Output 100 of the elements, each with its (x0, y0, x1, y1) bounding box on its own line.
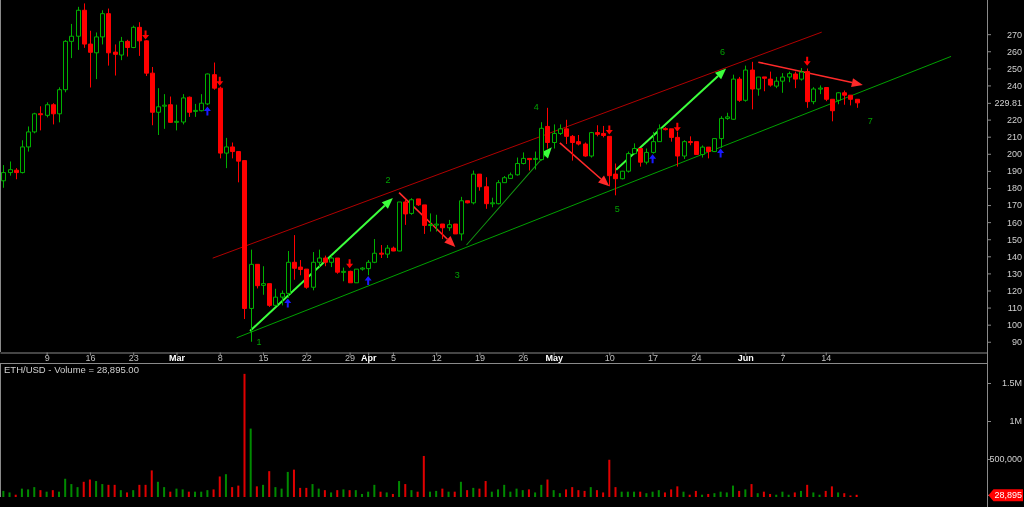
x-tick-label: 19 (474, 352, 485, 363)
bar (453, 491, 456, 497)
bar (725, 492, 728, 497)
annotation: 7 (867, 116, 873, 127)
bar (33, 487, 36, 497)
bar (422, 455, 425, 497)
bar (218, 476, 221, 497)
bar (262, 484, 265, 497)
bar (843, 493, 846, 497)
y-tick-label: 210 (1006, 132, 1022, 143)
bar (299, 487, 302, 497)
bar (484, 481, 487, 497)
x-tick-label: 14 (821, 352, 832, 363)
bar (824, 490, 827, 497)
bar (132, 490, 135, 497)
x-tick-label: 5 (390, 352, 396, 363)
bar (360, 493, 363, 497)
bar (645, 493, 648, 497)
candlestick (391, 246, 396, 252)
x-tick-label: 23 (128, 352, 139, 363)
bar (398, 481, 401, 497)
bar (534, 492, 537, 497)
bar (64, 478, 67, 497)
x-tick-label: 15 (258, 352, 269, 363)
candlestick (125, 39, 130, 58)
candlestick (45, 101, 50, 118)
bar (626, 491, 629, 497)
candlestick (51, 102, 56, 125)
candlestick (638, 147, 643, 168)
bar (373, 484, 376, 497)
bar (27, 489, 30, 497)
bar (719, 491, 722, 497)
bar (738, 490, 741, 497)
bar (150, 470, 153, 497)
candlestick (471, 170, 476, 205)
bar (602, 492, 605, 497)
bar (577, 490, 580, 497)
bar (8, 492, 11, 497)
y-tick-label: 240 (1006, 80, 1022, 91)
bar (540, 484, 543, 497)
bar (311, 484, 314, 497)
y-tick-label: 180 (1006, 183, 1022, 194)
bar (583, 490, 586, 497)
y-tick-label: 28,895 (994, 490, 1022, 501)
candlestick (477, 173, 482, 192)
bar (459, 481, 462, 497)
bar (231, 487, 234, 497)
candlestick (335, 257, 340, 275)
bar (274, 487, 277, 497)
bar (837, 492, 840, 497)
candlestick (484, 176, 489, 210)
bar (212, 489, 215, 497)
annotation: 6 (719, 46, 725, 57)
annotation: 1 (256, 337, 262, 348)
bar (750, 484, 753, 497)
bar (305, 487, 308, 497)
bar (175, 488, 178, 497)
bar (163, 487, 166, 497)
bar (762, 491, 765, 497)
candlestick (8, 160, 13, 177)
y-tick-label: 260 (1006, 46, 1022, 57)
candlestick (168, 96, 173, 124)
candlestick (756, 76, 761, 97)
candlestick (76, 6, 81, 51)
x-tick-label: Apr (360, 352, 377, 363)
bar (255, 486, 258, 497)
candlestick (341, 267, 346, 282)
bar (466, 490, 469, 497)
bar (367, 491, 370, 497)
point (216, 76, 224, 86)
bar (113, 484, 116, 497)
x-tick-label: 24 (691, 352, 702, 363)
candlestick (38, 105, 43, 131)
bar (379, 491, 382, 497)
y-tick-label: 1.5M (1001, 378, 1022, 389)
point (142, 30, 150, 40)
bar (138, 484, 141, 497)
bar (391, 493, 394, 497)
candlestick (799, 67, 804, 82)
candlestick (743, 65, 748, 103)
bar (410, 490, 413, 497)
point (203, 106, 211, 116)
bar (503, 484, 506, 497)
bar (546, 479, 549, 497)
bar (404, 484, 407, 497)
bar (181, 489, 184, 497)
candlestick (181, 93, 186, 125)
bar (799, 490, 802, 497)
candlestick (737, 76, 742, 103)
bar (435, 490, 438, 497)
bar (793, 492, 796, 497)
point (803, 56, 811, 66)
bar (521, 490, 524, 497)
bar (447, 491, 450, 497)
bar (855, 494, 858, 497)
bar (663, 492, 666, 497)
candlestick (255, 263, 260, 289)
y-tick-label: 220 (1006, 114, 1022, 125)
annotation: 2 (385, 175, 391, 186)
x-tick-label: 26 (518, 352, 529, 363)
